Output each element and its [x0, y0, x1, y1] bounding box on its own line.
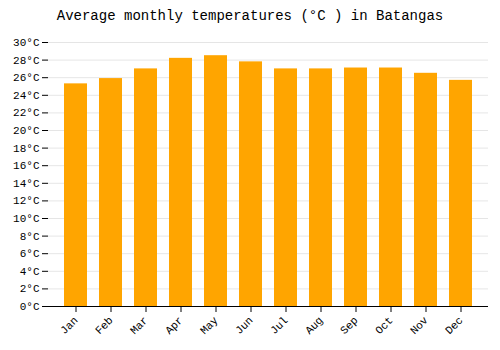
svg-text:0°C: 0°C	[20, 301, 40, 313]
svg-text:24°C: 24°C	[13, 90, 40, 102]
svg-text:Jun: Jun	[233, 314, 255, 336]
svg-text:6°C: 6°C	[20, 248, 40, 260]
svg-text:30°C: 30°C	[13, 37, 40, 49]
svg-text:Mar: Mar	[128, 314, 150, 336]
svg-text:Dec: Dec	[443, 314, 465, 336]
svg-text:May: May	[198, 314, 221, 337]
svg-text:8°C: 8°C	[20, 231, 40, 243]
svg-text:26°C: 26°C	[13, 72, 40, 84]
svg-text:Aug: Aug	[303, 314, 325, 336]
svg-text:28°C: 28°C	[13, 55, 40, 67]
svg-text:2°C: 2°C	[20, 283, 40, 295]
svg-text:4°C: 4°C	[20, 266, 40, 278]
svg-text:Feb: Feb	[93, 314, 115, 336]
svg-text:Nov: Nov	[408, 314, 431, 337]
svg-text:10°C: 10°C	[13, 213, 40, 225]
svg-text:Sep: Sep	[338, 314, 360, 336]
svg-text:14°C: 14°C	[13, 178, 40, 190]
svg-text:22°C: 22°C	[13, 107, 40, 119]
svg-text:16°C: 16°C	[13, 160, 40, 172]
svg-text:Apr: Apr	[163, 314, 185, 336]
svg-text:12°C: 12°C	[13, 195, 40, 207]
svg-text:20°C: 20°C	[13, 125, 40, 137]
svg-text:Jan: Jan	[58, 314, 80, 336]
svg-text:18°C: 18°C	[13, 143, 40, 155]
svg-text:Jul: Jul	[268, 314, 290, 336]
svg-text:Oct: Oct	[373, 314, 395, 336]
html-text:Average monthly temperatures (: Average monthly temperatures (°C ) in Ba…	[56, 8, 444, 24]
